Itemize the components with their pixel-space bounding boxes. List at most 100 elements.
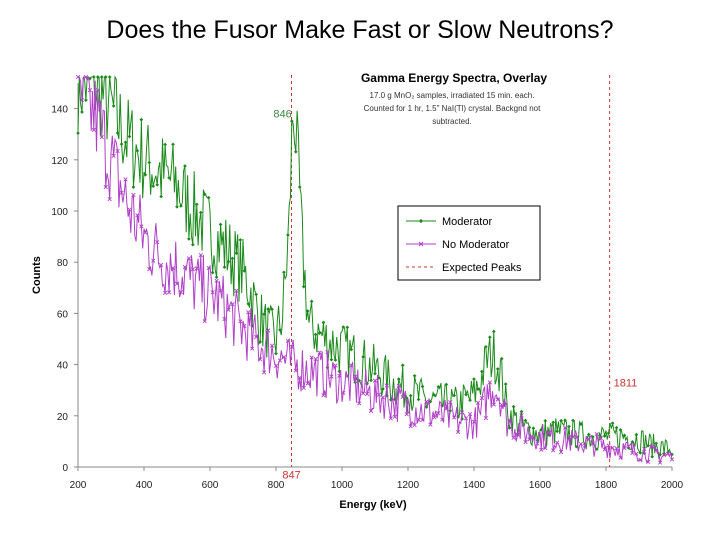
data-point bbox=[127, 207, 132, 212]
data-point bbox=[654, 447, 659, 453]
chart-note-line-1: 17.0 g MnO₂ samples, irradiated 15 min. … bbox=[370, 91, 535, 100]
data-point bbox=[282, 270, 286, 275]
data-point bbox=[99, 75, 104, 79]
data-point bbox=[452, 415, 457, 420]
data-point bbox=[107, 197, 112, 202]
expected-peak-lines bbox=[291, 75, 611, 467]
data-point bbox=[341, 390, 346, 396]
data-point bbox=[214, 275, 219, 280]
chart-note-line-2: Counted for 1 hr, 1.5" NaI(Tl) crystal. … bbox=[364, 104, 541, 113]
data-point bbox=[519, 409, 524, 414]
data-point bbox=[606, 443, 611, 448]
data-point bbox=[179, 204, 183, 208]
peak-annotation: 847 bbox=[282, 470, 300, 482]
data-point bbox=[376, 392, 382, 397]
data-point bbox=[416, 417, 421, 422]
y-tick-label: 80 bbox=[57, 258, 69, 269]
data-point bbox=[230, 302, 235, 307]
data-point bbox=[467, 411, 473, 417]
data-point bbox=[285, 338, 290, 343]
data-point bbox=[289, 344, 294, 350]
data-point bbox=[79, 98, 85, 103]
y-tick-label: 0 bbox=[62, 463, 68, 474]
data-point bbox=[278, 328, 282, 332]
data-point bbox=[396, 383, 401, 388]
data-point bbox=[305, 309, 310, 313]
data-point bbox=[562, 425, 568, 430]
data-point bbox=[111, 104, 116, 108]
data-point bbox=[638, 451, 643, 455]
data-point bbox=[661, 452, 667, 458]
chart-title: Gamma Energy Spectra, Overlay bbox=[361, 71, 547, 85]
data-point bbox=[143, 172, 148, 177]
data-point bbox=[527, 437, 532, 442]
data-point bbox=[571, 418, 575, 423]
data-point bbox=[92, 75, 96, 79]
data-point bbox=[265, 328, 271, 333]
y-tick-labels: 0 20 40 60 80 100 120 140 bbox=[51, 105, 68, 474]
data-point bbox=[472, 377, 476, 381]
data-point bbox=[119, 142, 124, 146]
data-point bbox=[254, 292, 259, 297]
data-point bbox=[523, 440, 528, 445]
legend: Moderator No Moderator Expected Peaks bbox=[397, 205, 541, 281]
data-point bbox=[428, 422, 433, 427]
series-layer bbox=[75, 74, 675, 465]
data-point bbox=[182, 264, 188, 270]
data-point bbox=[531, 426, 536, 431]
data-point bbox=[297, 375, 302, 380]
data-point bbox=[234, 288, 239, 293]
data-point bbox=[420, 384, 425, 389]
data-point bbox=[349, 363, 354, 368]
x-tick-label: 800 bbox=[268, 480, 285, 491]
data-point bbox=[586, 437, 591, 442]
data-point bbox=[495, 397, 500, 402]
data-point bbox=[408, 424, 413, 429]
data-point bbox=[246, 310, 251, 315]
data-point bbox=[281, 354, 287, 360]
legend-marker bbox=[418, 241, 424, 247]
data-point bbox=[166, 290, 172, 295]
data-point bbox=[566, 435, 572, 440]
data-point bbox=[424, 399, 429, 404]
data-point bbox=[543, 445, 548, 451]
data-point bbox=[107, 75, 112, 79]
data-point bbox=[84, 98, 88, 102]
data-point bbox=[511, 435, 516, 440]
data-point bbox=[127, 134, 132, 139]
data-point bbox=[646, 443, 651, 448]
data-point bbox=[634, 451, 639, 456]
data-point bbox=[194, 202, 199, 207]
data-point bbox=[198, 210, 203, 215]
data-point bbox=[559, 449, 564, 455]
data-point bbox=[329, 357, 334, 362]
data-point bbox=[301, 284, 306, 289]
data-point bbox=[87, 88, 92, 93]
data-point bbox=[333, 363, 338, 368]
data-point bbox=[400, 394, 405, 400]
data-point bbox=[202, 192, 207, 197]
data-point bbox=[380, 395, 386, 400]
data-point bbox=[507, 426, 512, 430]
data-point bbox=[361, 391, 366, 396]
data-point bbox=[266, 307, 270, 311]
data-point bbox=[499, 356, 504, 361]
data-point bbox=[479, 395, 485, 401]
data-point bbox=[503, 401, 508, 407]
legend-label: Expected Peaks bbox=[442, 262, 522, 274]
data-point bbox=[131, 192, 136, 198]
data-point bbox=[487, 380, 492, 385]
data-point bbox=[412, 373, 417, 378]
data-point bbox=[250, 346, 255, 351]
data-point bbox=[123, 140, 128, 145]
data-point bbox=[75, 74, 81, 80]
x-tick-label: 600 bbox=[202, 480, 219, 491]
data-point bbox=[147, 266, 152, 272]
y-tick-label: 60 bbox=[57, 309, 69, 320]
data-point bbox=[448, 400, 453, 405]
data-point bbox=[270, 307, 274, 312]
data-point bbox=[313, 356, 318, 362]
data-point bbox=[254, 334, 259, 340]
data-point bbox=[650, 444, 655, 449]
data-point bbox=[555, 440, 560, 445]
